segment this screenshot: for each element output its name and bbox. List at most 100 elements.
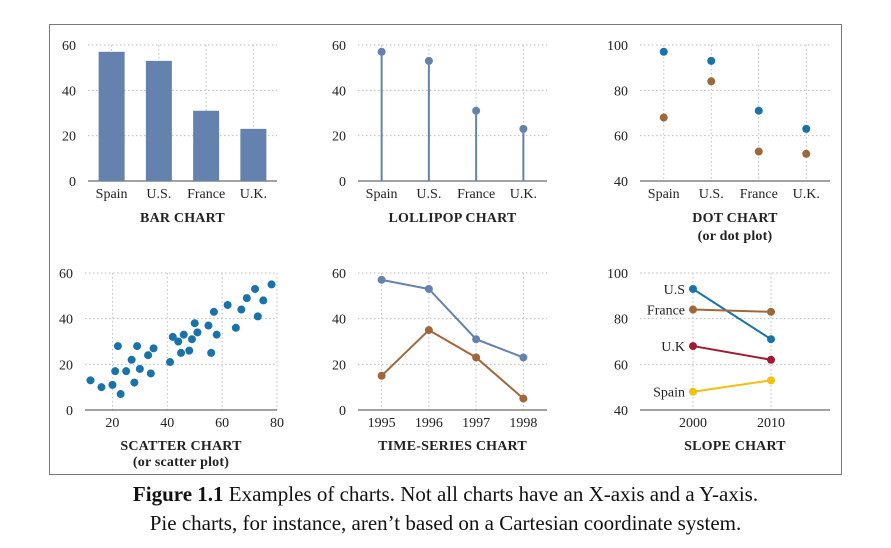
chart-title: TIME-SERIES CHART bbox=[378, 439, 527, 454]
chart-title: LOLLIPOP CHART bbox=[389, 211, 517, 226]
y-tick-label: 20 bbox=[332, 358, 346, 373]
series-point bbox=[519, 394, 528, 403]
series-point bbox=[424, 284, 433, 293]
caption-text-1: Examples of charts. Not all charts have … bbox=[223, 482, 759, 506]
slope-label: U.K bbox=[661, 340, 685, 355]
scatter-point bbox=[237, 305, 246, 314]
series-point bbox=[519, 353, 528, 362]
scatter-point bbox=[166, 358, 175, 367]
y-tick-label: 80 bbox=[614, 313, 628, 328]
figure-caption: Figure 1.1 Examples of charts. Not all c… bbox=[0, 480, 891, 538]
y-tick-label: 80 bbox=[614, 84, 628, 99]
series-line bbox=[380, 328, 525, 400]
scatter-point bbox=[174, 337, 183, 346]
scatter-point bbox=[149, 344, 158, 353]
slope-line bbox=[692, 288, 772, 341]
scatter-point bbox=[179, 330, 188, 339]
scatter-point bbox=[251, 284, 260, 293]
y-tick-label: 60 bbox=[62, 39, 76, 54]
x-tick-label: Spain bbox=[96, 187, 128, 202]
dot-point bbox=[802, 149, 811, 158]
bar bbox=[240, 128, 267, 181]
slope-line bbox=[692, 345, 772, 361]
x-tick-label: 2010 bbox=[757, 416, 785, 431]
series-point bbox=[377, 275, 386, 284]
scatter-point bbox=[223, 300, 232, 309]
scatter-point bbox=[122, 367, 131, 376]
scatter-point bbox=[185, 346, 194, 355]
dot-point bbox=[754, 106, 763, 115]
chart-title: DOT CHART bbox=[692, 211, 778, 226]
slope-point bbox=[767, 307, 775, 316]
x-tick-label: U.S. bbox=[416, 187, 441, 202]
scatter-point bbox=[127, 355, 136, 364]
slope-point bbox=[689, 387, 697, 396]
lollipop-head bbox=[472, 106, 481, 115]
bar bbox=[98, 51, 125, 181]
y-tick-label: 20 bbox=[62, 130, 76, 145]
slope-line bbox=[692, 379, 772, 393]
scatter-point bbox=[207, 348, 216, 357]
y-tick-label: 20 bbox=[59, 358, 73, 373]
y-tick-label: 60 bbox=[332, 39, 346, 54]
scatter-point bbox=[177, 348, 185, 357]
y-tick-label: 0 bbox=[69, 175, 76, 190]
dot-point bbox=[754, 147, 763, 156]
y-tick-label: 40 bbox=[59, 313, 73, 328]
chart-title: SCATTER CHART bbox=[120, 439, 242, 454]
x-tick-label: 60 bbox=[215, 416, 229, 431]
scatter-point bbox=[204, 321, 213, 330]
dot-point bbox=[659, 113, 668, 122]
scatter-point bbox=[267, 280, 276, 289]
chart-subtitle: (or scatter plot) bbox=[133, 455, 229, 470]
slope-point bbox=[689, 342, 697, 351]
bar bbox=[193, 110, 220, 181]
series-line bbox=[381, 278, 524, 359]
chart-title: BAR CHART bbox=[140, 211, 225, 226]
slope-line bbox=[692, 308, 772, 313]
x-tick-label: 20 bbox=[105, 416, 119, 431]
x-tick-label: 1997 bbox=[462, 416, 490, 431]
slope-point bbox=[767, 335, 775, 344]
scatter-point bbox=[116, 390, 125, 399]
caption-line-2: Pie charts, for instance, aren’t based o… bbox=[149, 511, 742, 535]
slope-label: Spain bbox=[653, 386, 685, 401]
y-tick-label: 0 bbox=[339, 175, 346, 190]
y-tick-label: 40 bbox=[614, 175, 628, 190]
scatter-point bbox=[187, 335, 196, 344]
scatter-point bbox=[130, 378, 139, 387]
chart-subtitle: (or dot plot) bbox=[698, 229, 773, 244]
y-tick-label: 60 bbox=[332, 267, 346, 282]
chart-title: SLOPE CHART bbox=[684, 439, 786, 454]
scatter-point bbox=[253, 312, 262, 321]
x-tick-label: France bbox=[457, 187, 495, 202]
bar bbox=[145, 60, 172, 181]
scatter-point bbox=[193, 328, 202, 337]
scatter-point bbox=[259, 296, 268, 305]
y-tick-label: 40 bbox=[62, 84, 76, 99]
scatter-point bbox=[209, 307, 218, 316]
lollipop-head bbox=[377, 47, 386, 56]
y-tick-label: 40 bbox=[332, 84, 346, 99]
x-tick-label: 80 bbox=[270, 416, 284, 431]
x-tick-label: France bbox=[740, 187, 778, 202]
dot-point bbox=[802, 124, 811, 133]
slope-label: France bbox=[647, 304, 685, 319]
slope-point bbox=[689, 305, 697, 314]
scatter-point bbox=[133, 342, 142, 351]
scatter-point bbox=[108, 380, 117, 389]
dot-point bbox=[707, 56, 716, 65]
y-tick-label: 0 bbox=[339, 404, 346, 419]
x-tick-label: 1996 bbox=[415, 416, 443, 431]
series-point bbox=[472, 335, 481, 344]
scatter-point bbox=[212, 330, 221, 339]
series-point bbox=[472, 353, 481, 362]
slope-point bbox=[689, 284, 697, 293]
y-tick-label: 60 bbox=[614, 130, 628, 145]
scatter-point bbox=[113, 342, 122, 351]
y-tick-label: 40 bbox=[332, 313, 346, 328]
scatter-point bbox=[86, 376, 95, 385]
x-tick-label: 1995 bbox=[368, 416, 396, 431]
dot-point bbox=[707, 77, 716, 86]
